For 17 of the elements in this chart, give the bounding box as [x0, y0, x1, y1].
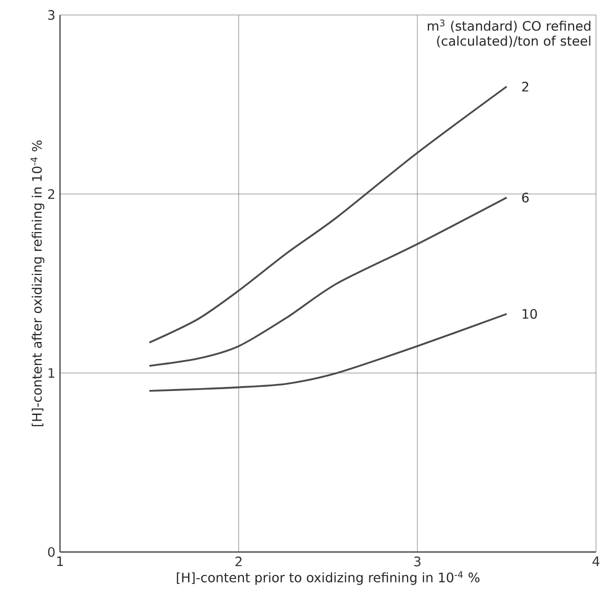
x-axis-title: [H]-content prior to oxidizing refining in 10$^{-4}$ % — [176, 571, 480, 585]
line-series — [148, 313, 508, 392]
y-tick-label: 3 — [48, 10, 54, 20]
x-tick-label: 4 — [592, 556, 600, 566]
series-label: 2 — [522, 82, 528, 92]
series-label: 10 — [522, 309, 537, 319]
x-tick-label: 2 — [235, 556, 242, 566]
series-label: 6 — [522, 192, 529, 202]
x-tick-label: 1 — [57, 556, 63, 566]
y-tick-label: 0 — [48, 547, 55, 557]
line-series — [148, 86, 508, 344]
line-series — [148, 196, 508, 367]
y-tick-label: 1 — [48, 368, 54, 378]
legend-title: m$^{3}$ (standard) CO refined (calculated)/ton of steel — [428, 20, 590, 48]
y-tick-label: 2 — [48, 189, 54, 199]
y-axis-title: [H]-content after oxidizing refining in 10$^{-4}$ % — [30, 140, 44, 426]
x-tick-label: 3 — [414, 556, 420, 566]
